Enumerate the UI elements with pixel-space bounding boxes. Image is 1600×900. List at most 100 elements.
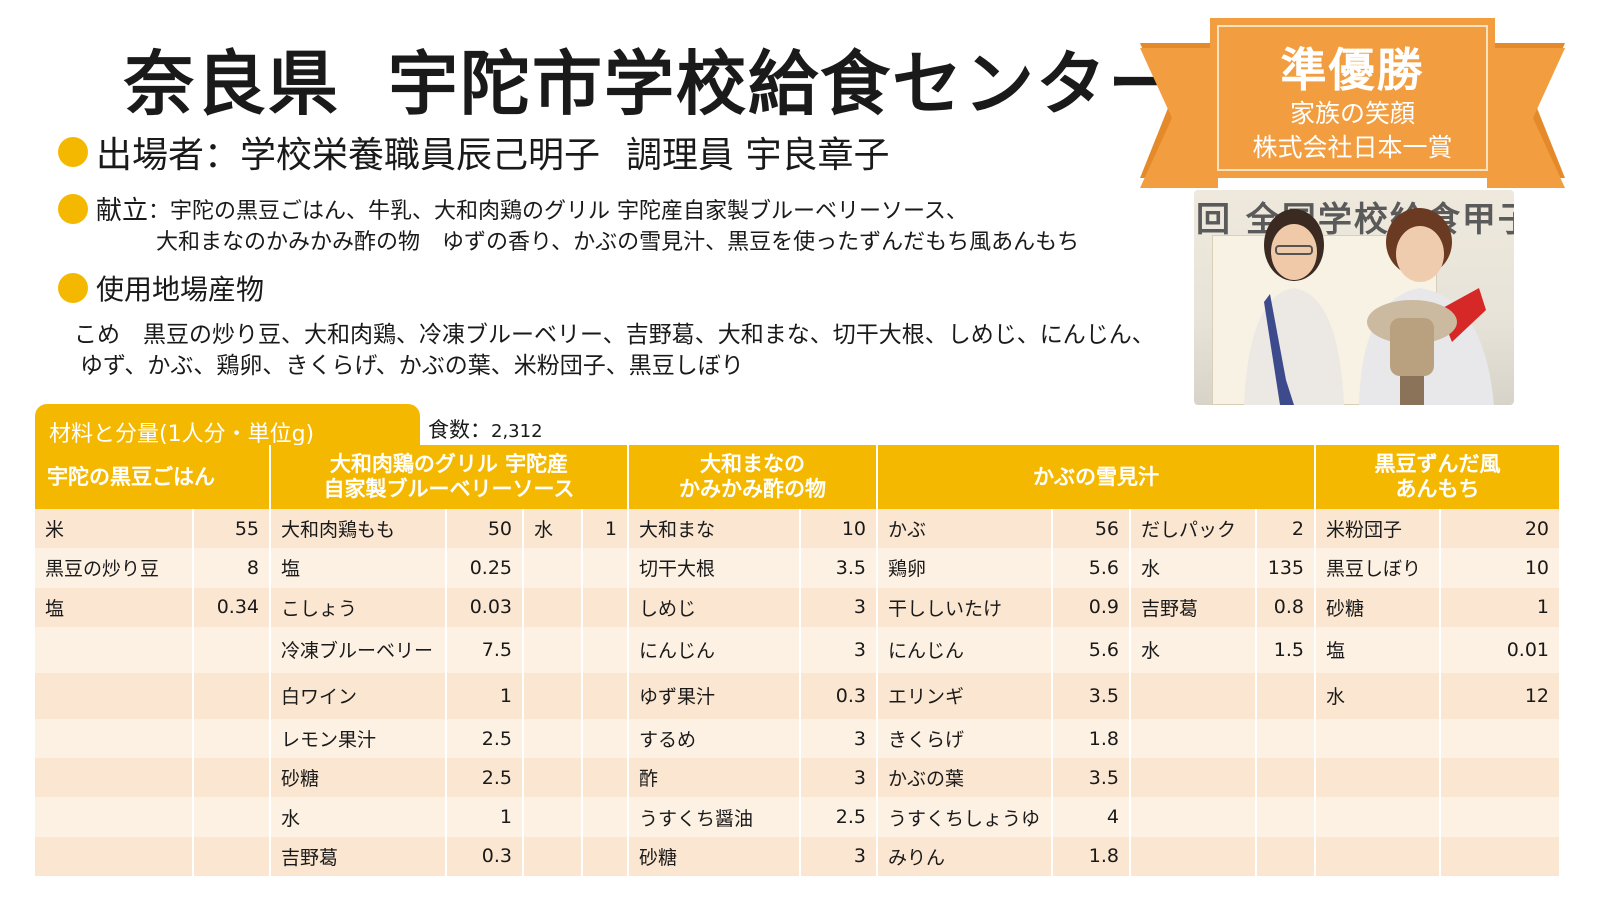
ingredient-cell: するめ [628,718,802,759]
amount-cell: 3.5 [1052,672,1132,719]
amount-cell: 2.5 [446,758,524,798]
ingredient-cell [35,718,194,759]
ingredient-cell: 鶏卵 [877,548,1054,588]
ingredient-cell [523,626,583,673]
ingredient-cell: 砂糖 [628,836,802,877]
servings-value: 2,312 [491,421,543,442]
table-row: 水 1 うすくち醤油 2.5 うすくちしょうゆ 4 [35,797,1562,837]
ingredient-cell [35,836,194,877]
ingredient-cell: かぶ [877,509,1054,549]
award-banner: 準優勝 家族の笑顔 株式会社日本一賞 [1140,8,1565,198]
amount-cell: 5.6 [1052,626,1132,673]
ingredient-cell [1130,718,1258,759]
bullet-icon [58,137,88,167]
ingredient-cell [1315,758,1442,798]
amount-cell: 56 [1052,509,1132,549]
amount-cell: 7.5 [446,626,524,673]
ingredient-cell [1130,836,1258,877]
title-center: 宇陀市学校給食センター [388,43,1180,125]
amount-cell [1256,718,1317,759]
ingredient-cell [1315,797,1442,837]
ingredient-cell [35,672,194,719]
local-produce-label: 使用地場産物 [96,273,265,306]
table-row: レモン果汁 2.5 するめ 3 きくらげ 1.8 [35,718,1562,759]
ingredient-cell [35,758,194,798]
ingredient-cell [523,718,583,759]
amount-cell: 3 [800,626,879,673]
amount-cell: 55 [193,509,271,549]
ingredient-cell [1130,672,1258,719]
ingredient-cell: 水 [1130,626,1258,673]
ingredient-cell [523,548,583,588]
ingredient-cell: レモン果汁 [270,718,447,759]
ingredient-cell: 黒豆しぼり [1315,548,1442,588]
amount-cell: 1 [582,509,630,549]
amount-cell [1440,797,1562,837]
amount-cell [193,836,271,877]
ingredient-cell: 大和肉鶏もも [270,509,447,549]
ingredient-cell: うすくち醤油 [628,797,802,837]
ingredients-tab: 材料と分量(1人分・単位g) [35,404,420,448]
ingredient-cell: 冷凍ブルーベリー [270,626,447,673]
header-dish-1: 宇陀の黒豆ごはん [35,445,271,509]
bullet-icon [58,193,88,224]
ingredient-cell: 干ししいたけ [877,587,1054,627]
amount-cell: 5.6 [1052,548,1132,588]
ingredient-cell: 塩 [35,587,194,627]
ingredient-cell: 吉野葛 [1130,587,1258,627]
photo-background-text: 回 全国学校給食甲子 [1196,200,1514,240]
page-title: 奈良県 宇陀市学校給食センター [124,28,1180,129]
award-line-1: 家族の笑顔 [1289,99,1415,128]
amount-cell: 3 [800,587,879,627]
amount-cell [193,626,271,673]
participants-text2: 調理員 宇良章子 [626,135,890,176]
header-dish-3: 大和まなの かみかみ酢の物 [628,445,879,509]
amount-cell [582,587,630,627]
amount-cell: 10 [1440,548,1562,588]
amount-cell [1256,836,1317,877]
table-row: 吉野葛 0.3 砂糖 3 みりん 1.8 [35,836,1562,877]
table-header-row: 宇陀の黒豆ごはん 大和肉鶏のグリル 宇陀産 自家製ブルーベリーソース 大和まなの… [35,445,1562,509]
amount-cell: 0.03 [446,587,524,627]
amount-cell: 1 [446,672,524,719]
ingredient-cell: ゆず果汁 [628,672,802,719]
amount-cell: 0.8 [1256,587,1317,627]
amount-cell [582,797,630,837]
ingredient-cell: 白ワイン [270,672,447,719]
amount-cell: 3 [800,718,879,759]
table-row: 白ワイン 1 ゆず果汁 0.3 エリンギ 3.5 水 12 [35,672,1562,719]
ingredient-cell: しめじ [628,587,802,627]
ingredients-table: 宇陀の黒豆ごはん 大和肉鶏のグリル 宇陀産 自家製ブルーベリーソース 大和まなの… [35,445,1562,877]
ingredient-cell [523,836,583,877]
bullet-icon [58,273,88,303]
amount-cell: 50 [446,509,524,549]
servings-label: 食数： [428,418,491,442]
amount-cell: 4 [1052,797,1132,837]
ingredient-cell: エリンギ [877,672,1054,719]
ingredient-cell: 米 [35,509,194,549]
award-line-2: 株式会社日本一賞 [1252,133,1453,162]
amount-cell: 1 [1440,587,1562,627]
amount-cell [582,548,630,588]
amount-cell: 0.01 [1440,626,1562,673]
ribbon-shape [1140,18,1565,188]
amount-cell: 12 [1440,672,1562,719]
amount-cell: 10 [800,509,879,549]
ingredient-cell: 水 [523,509,583,549]
ingredient-cell: こしょう [270,587,447,627]
participants-label: 出場者： [96,135,241,176]
amount-cell [1440,718,1562,759]
ingredient-cell: みりん [877,836,1054,877]
amount-cell: 0.25 [446,548,524,588]
amount-cell: 0.3 [800,672,879,719]
ingredient-cell [523,797,583,837]
ingredient-cell: 水 [1315,672,1442,719]
amount-cell: 135 [1256,548,1317,588]
servings: 食数：2,312 [428,414,543,444]
menu-line: 献立 ：宇陀の黒豆ごはん、牛乳、大和肉鶏のグリル 宇陀産自家製ブルーベリーソース… [58,190,968,227]
menu-text-2: 大和まなのかみかみ酢の物 ゆずの香り、かぶの雪見汁、黒豆を使ったずんだもち風あん… [156,230,1080,255]
amount-cell: 2.5 [446,718,524,759]
amount-cell: 0.9 [1052,587,1132,627]
header-dish-5: 黒豆ずんだ風 あんもち [1315,445,1562,509]
ingredient-cell: 水 [270,797,447,837]
